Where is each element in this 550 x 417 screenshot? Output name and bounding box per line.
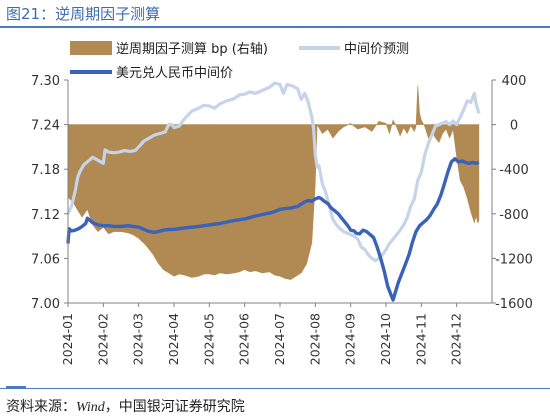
forecast-line bbox=[66, 81, 481, 263]
left-tick-label: 7.00 bbox=[31, 297, 60, 312]
legend-label-forecast: 中间价预测 bbox=[344, 42, 409, 57]
left-tick-label: 7.24 bbox=[31, 119, 60, 134]
right-tick-label: -1600 bbox=[495, 297, 533, 312]
left-tick-label: 7.06 bbox=[31, 252, 60, 267]
legend-swatch-factor bbox=[70, 41, 112, 55]
left-tick-label: 7.30 bbox=[31, 74, 60, 89]
x-tick-label: 2024-02 bbox=[95, 313, 110, 365]
x-tick-label: 2024-01 bbox=[60, 313, 75, 365]
right-tick-label: -1200 bbox=[495, 252, 533, 267]
chart-canvas: 7.30 7.24 7.18 7.12 7.06 7.00 400 0 -400 -800 -120… bbox=[31, 41, 533, 365]
footer-divider bbox=[0, 388, 550, 389]
source-rest: ，中国银河证券研究院 bbox=[104, 399, 245, 415]
x-tick-label: 2024-07 bbox=[272, 313, 287, 365]
title-divider bbox=[0, 26, 550, 28]
source-wind: Wind bbox=[76, 400, 105, 415]
legend-label-central: 美元兑人民币中间价 bbox=[116, 66, 233, 81]
footer-divider-accent bbox=[6, 386, 26, 389]
x-tick-label: 2024-12 bbox=[449, 313, 464, 365]
axes: 7.30 7.24 7.18 7.12 7.06 7.00 400 0 -400 -800 -120… bbox=[31, 74, 533, 365]
left-tick-label: 7.18 bbox=[31, 163, 60, 178]
x-tick-label: 2024-03 bbox=[131, 313, 146, 365]
x-tick-label: 2024-11 bbox=[413, 313, 428, 365]
factor-area-series bbox=[67, 85, 480, 280]
legend-label-factor: 逆周期因子测算 bp (右轴) bbox=[116, 41, 268, 57]
right-tick-label: 0 bbox=[510, 119, 518, 134]
x-tick-label: 2024-10 bbox=[378, 313, 393, 365]
figure-title: 图21：逆周期因子测算 bbox=[6, 5, 161, 23]
factor-area bbox=[67, 85, 480, 280]
right-tick-label: -800 bbox=[499, 208, 529, 223]
x-tick-label: 2024-05 bbox=[201, 313, 216, 365]
left-tick-label: 7.12 bbox=[31, 208, 60, 223]
source-lead: 资料来源： bbox=[6, 399, 76, 415]
x-tick-label: 2024-09 bbox=[343, 313, 358, 365]
line-series bbox=[66, 81, 481, 302]
central-parity-line bbox=[66, 157, 480, 302]
source-note: 资料来源：Wind，中国银河证券研究院 bbox=[6, 396, 245, 416]
x-tick-label: 2024-08 bbox=[307, 313, 322, 365]
x-tick-label: 2024-04 bbox=[166, 313, 181, 365]
x-tick-label: 2024-06 bbox=[237, 313, 252, 365]
right-tick-label: 400 bbox=[502, 74, 527, 89]
right-tick-label: -400 bbox=[499, 163, 529, 178]
